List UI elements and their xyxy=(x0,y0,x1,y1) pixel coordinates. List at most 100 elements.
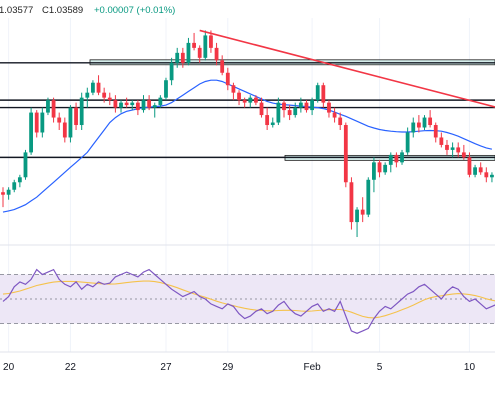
candle[interactable] xyxy=(265,107,270,130)
candle[interactable] xyxy=(422,115,427,130)
candle[interactable] xyxy=(372,157,376,193)
candle[interactable] xyxy=(242,97,247,108)
candle[interactable] xyxy=(450,142,455,158)
candle-body xyxy=(478,167,483,173)
candle-body xyxy=(343,125,348,183)
candle[interactable] xyxy=(276,97,281,126)
candle[interactable] xyxy=(405,127,410,155)
candle[interactable] xyxy=(135,100,140,116)
candle[interactable] xyxy=(411,117,416,138)
candle[interactable] xyxy=(400,149,404,165)
candle[interactable] xyxy=(473,164,477,178)
candle[interactable] xyxy=(130,100,135,111)
candle[interactable] xyxy=(17,174,22,188)
candle[interactable] xyxy=(349,177,354,230)
candle[interactable] xyxy=(79,92,84,130)
candle[interactable] xyxy=(197,45,202,63)
candle[interactable] xyxy=(40,107,45,138)
candle[interactable] xyxy=(23,149,28,180)
candle[interactable] xyxy=(6,187,11,200)
candle[interactable] xyxy=(113,95,118,113)
candle[interactable] xyxy=(304,100,309,113)
candle[interactable] xyxy=(225,67,230,91)
candle[interactable] xyxy=(85,87,90,108)
candle-body xyxy=(287,110,292,116)
candle[interactable] xyxy=(57,112,62,130)
candle[interactable] xyxy=(456,142,461,158)
candle[interactable] xyxy=(287,105,292,121)
downtrend-line[interactable] xyxy=(199,29,495,108)
candle[interactable] xyxy=(169,57,174,86)
candle[interactable] xyxy=(186,37,191,66)
candle[interactable] xyxy=(119,100,123,113)
candle[interactable] xyxy=(388,152,393,173)
candle[interactable] xyxy=(310,97,314,116)
candle[interactable] xyxy=(141,95,146,113)
candle[interactable] xyxy=(102,87,107,103)
candle[interactable] xyxy=(107,92,112,106)
candle[interactable] xyxy=(394,152,399,168)
candle[interactable] xyxy=(231,82,236,101)
candle[interactable] xyxy=(461,144,466,160)
candle[interactable] xyxy=(220,55,225,76)
candle[interactable] xyxy=(203,30,208,61)
candle-body xyxy=(293,107,298,116)
candle-body xyxy=(400,152,404,163)
candle[interactable] xyxy=(360,197,365,223)
candle-body xyxy=(12,182,17,190)
candle[interactable] xyxy=(428,110,433,128)
candle[interactable] xyxy=(377,159,382,178)
candle[interactable] xyxy=(433,122,438,143)
candle[interactable] xyxy=(383,162,388,175)
candle-body xyxy=(23,152,28,178)
candle[interactable] xyxy=(248,95,253,108)
candle[interactable] xyxy=(270,117,275,128)
candle[interactable] xyxy=(254,95,258,106)
candle[interactable] xyxy=(237,90,241,106)
candle[interactable] xyxy=(445,139,449,155)
candle[interactable] xyxy=(282,100,286,118)
candle[interactable] xyxy=(124,97,129,108)
candle[interactable] xyxy=(164,77,168,101)
candle[interactable] xyxy=(355,207,359,238)
candle[interactable] xyxy=(338,112,343,130)
candle[interactable] xyxy=(332,107,337,123)
candle[interactable] xyxy=(259,97,264,118)
candle[interactable] xyxy=(74,102,78,130)
candle[interactable] xyxy=(29,107,33,155)
candle[interactable] xyxy=(91,80,95,96)
candle[interactable] xyxy=(158,95,163,108)
candle[interactable] xyxy=(175,47,180,68)
candle[interactable] xyxy=(152,102,157,118)
candle[interactable] xyxy=(327,100,331,118)
candle-body xyxy=(74,107,78,126)
candle[interactable] xyxy=(51,97,56,123)
candle[interactable] xyxy=(321,82,326,108)
candle[interactable] xyxy=(12,179,17,193)
candle[interactable] xyxy=(214,42,219,66)
candle[interactable] xyxy=(180,47,185,68)
candle[interactable] xyxy=(46,97,50,116)
candle[interactable] xyxy=(315,82,320,103)
candle[interactable] xyxy=(416,115,421,133)
candle[interactable] xyxy=(147,95,152,111)
candle-body xyxy=(152,105,157,108)
candle[interactable] xyxy=(467,152,472,178)
candle[interactable] xyxy=(62,117,67,143)
candle[interactable] xyxy=(34,110,39,138)
candle[interactable] xyxy=(484,167,489,183)
time-axis-tick-label: Feb xyxy=(303,362,321,373)
candle[interactable] xyxy=(490,172,494,183)
candle[interactable] xyxy=(293,102,298,118)
candle[interactable] xyxy=(366,177,371,218)
candle[interactable] xyxy=(68,105,73,143)
candle[interactable] xyxy=(478,162,483,175)
candle[interactable] xyxy=(1,187,5,208)
candle[interactable] xyxy=(298,97,303,113)
candle[interactable] xyxy=(192,32,196,51)
time-axis[interactable]: 20 22 27 29 Feb 5 10 xyxy=(3,362,475,373)
candle[interactable] xyxy=(96,75,101,96)
candle[interactable] xyxy=(439,132,444,148)
candle[interactable] xyxy=(343,122,348,188)
